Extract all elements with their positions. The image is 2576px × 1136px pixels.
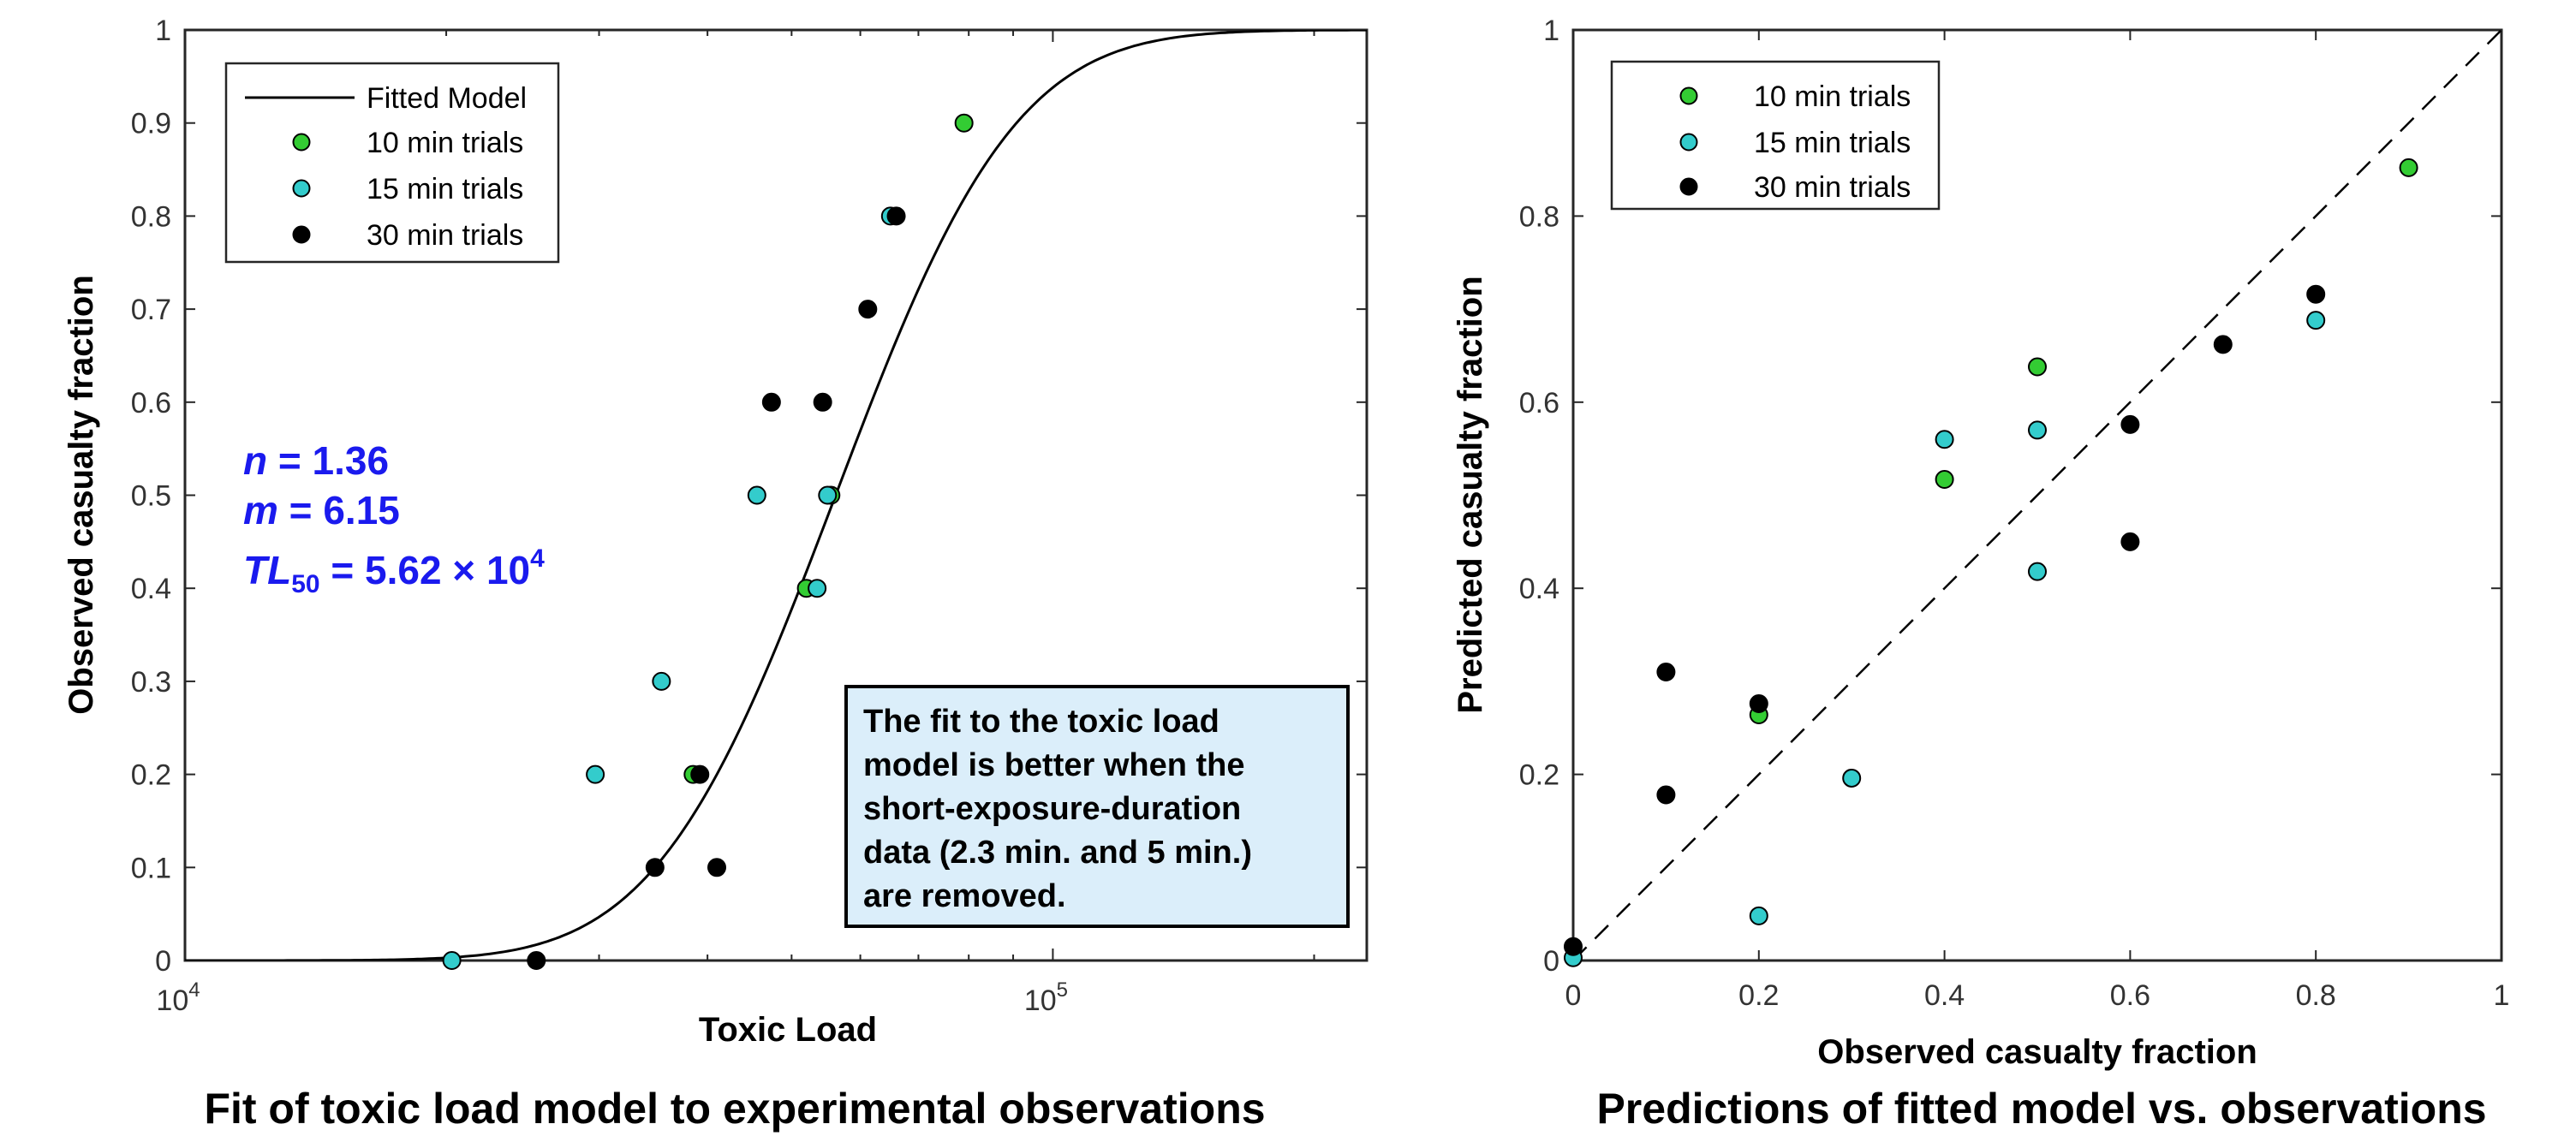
left-legend-10min-label: 10 min trials [367,127,523,159]
fit-note-line-3: short-exposure-duration [863,791,1242,827]
param-tl50: TL50 = 5.62 × 104 [243,544,545,598]
left-x-tick-label: 105 [1024,978,1068,1017]
fit-note-box: The fit to the toxic load model is bette… [844,685,1350,928]
right-y-tick-label: 0 [1543,945,1559,978]
left-point-30 [886,206,906,226]
right-point-10 [2399,158,2418,177]
left-x-tick-label: 104 [156,978,200,1017]
left-point-15 [818,485,838,505]
left-y-tick-label: 0.8 [131,200,171,233]
right-point-15 [2028,562,2047,581]
right-point-15 [1935,430,1954,449]
left-y-tick-label: 0.3 [131,666,171,699]
right-y-tick-label: 0.4 [1519,573,1559,605]
left-point-10 [954,113,974,133]
right-point-30 [2120,414,2140,434]
right-legend-box [1610,60,1941,211]
left-legend-15min-label: 15 min trials [367,173,523,205]
left-legend-fit-label: Fitted Model [367,82,527,115]
right-point-10 [2028,357,2047,377]
right-x-tick-label: 0.2 [1738,979,1779,1012]
right-legend: 10 min trials 15 min trials 30 min trial… [1610,60,1941,211]
right-x-tick-label: 0.6 [2110,979,2150,1012]
left-y-tick-label: 0.5 [131,480,171,513]
left-point-30 [858,300,878,319]
left-legend-30min-label: 30 min trials [367,219,523,252]
right-legend-30min-marker [1679,177,1698,196]
fitted-model-curve [185,30,1367,961]
left-point-15 [442,951,462,970]
left-point-15 [652,671,671,691]
param-m: m = 6.15 [243,488,400,532]
right-legend-15min-marker [1679,133,1698,152]
right-legend-10min-label: 10 min trials [1754,80,1911,113]
right-point-30 [1656,785,1676,805]
right-x-axis-label: Observed casualty fraction [1817,1033,2257,1071]
left-y-axis-label: Observed casualty fraction [63,275,100,715]
right-point-10 [1935,470,1954,490]
fit-note-line-4: data (2.3 min. and 5 min.) [863,835,1252,871]
right-chart-title: Predictions of fitted model vs. observat… [1596,1085,2486,1133]
fit-note-line-2: model is better when the [863,747,1245,783]
left-legend-10min-marker [292,133,311,152]
left-y-tick-label: 0 [155,945,171,978]
left-chart: 0 0.1 0.2 0.3 0.4 0.5 0.6 0.7 0.8 0.9 1 104 105 Fit… [63,15,1368,1133]
left-point-15 [586,764,605,784]
right-y-tick-label: 0.2 [1519,759,1559,792]
left-point-30 [645,858,665,877]
right-point-15 [1749,906,1768,925]
left-point-30 [527,951,546,970]
left-chart-title: Fit of toxic load model to experimental … [204,1085,1265,1133]
left-y-tick-label: 0.7 [131,294,171,326]
right-y-axis-label: Predicted casualty fraction [1452,276,1489,713]
fit-note-line-1: The fit to the toxic load [863,704,1219,740]
right-legend-30min-label: 30 min trials [1754,171,1911,204]
left-legend-15min-marker [292,179,311,198]
right-point-30 [2213,335,2233,354]
right-x-tick-label: 0.4 [1924,979,1965,1012]
left-y-tick-label: 0.2 [131,759,171,792]
left-point-15 [747,485,766,505]
right-x-tick-label: 1 [2494,979,2510,1012]
right-y-tick-label: 0.6 [1519,387,1559,419]
fit-parameters: n = 1.36 m = 6.15 TL50 = 5.62 × 104 [243,438,545,598]
right-point-15 [2306,311,2326,330]
left-y-tick-label: 0.1 [131,852,171,884]
param-n: n = 1.36 [243,438,389,483]
fit-note-line-5: are removed. [863,878,1066,914]
right-point-30 [1749,693,1768,713]
right-point-30 [1656,663,1676,682]
left-legend: Fitted Model 10 min trials 15 min trials… [224,62,560,264]
right-x-tick-label: 0.8 [2296,979,2336,1012]
right-point-30 [1564,937,1583,956]
left-point-30 [761,392,781,412]
identity-reference-line [1573,30,2501,961]
right-point-30 [2306,284,2326,304]
left-point-30 [690,764,710,784]
left-y-tick-label: 0.4 [131,573,171,605]
right-point-15 [2028,420,2047,440]
left-y-tick-label: 0.6 [131,387,171,419]
right-legend-10min-marker [1679,86,1698,105]
left-point-15 [808,579,827,598]
right-y-tick-label: 0.8 [1519,200,1559,233]
right-point-30 [2120,532,2140,551]
left-point-30 [707,858,727,877]
right-chart: 0 0.2 0.4 0.6 0.8 1 0 0.2 0.4 0.6 0.8 1 10 min tri… [1452,15,2509,1133]
left-y-tick-label: 0.9 [131,108,171,140]
left-y-tick-label: 1 [155,15,171,47]
left-legend-30min-marker [292,225,311,244]
left-point-30 [813,392,832,412]
right-x-tick-label: 0 [1565,979,1582,1012]
right-point-15 [1842,768,1862,788]
left-x-axis-label: Toxic Load [699,1011,877,1049]
right-legend-15min-label: 15 min trials [1754,127,1911,159]
right-y-tick-label: 1 [1543,15,1559,47]
